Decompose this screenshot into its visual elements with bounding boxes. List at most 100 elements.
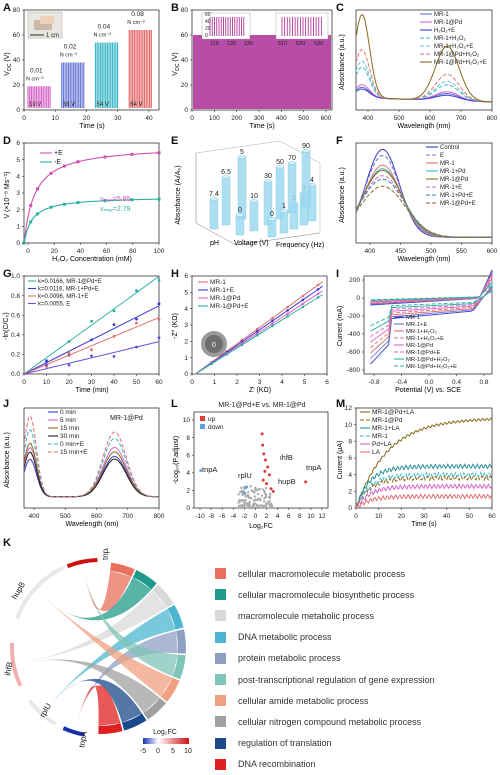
e-bar-label: 70 (288, 155, 296, 162)
h-point (271, 316, 274, 320)
k-term-arc (160, 677, 180, 702)
l-point-down (242, 490, 246, 494)
h-point (286, 315, 289, 318)
g-point (90, 348, 93, 352)
k-term-label: post-transcriptional regulation of gene … (238, 674, 435, 685)
d-ylabel: V (×10⁻⁸ Ms⁻¹) (4, 171, 11, 218)
b-xtick: 300 (254, 115, 265, 122)
f-series-7 (355, 185, 492, 238)
e-bar-label: 10 (250, 193, 258, 200)
l-point-up (267, 473, 271, 477)
e-axis-freq: Frequency (Hz) (276, 242, 324, 249)
panel-letter-c: C (336, 2, 344, 14)
l-xtick: -8 (208, 513, 214, 520)
i-xtick: -0.8 (368, 379, 380, 386)
l-gene-label: tnpA (306, 463, 321, 472)
e-bar (279, 210, 289, 234)
b-inset-xtick: 510 (278, 41, 287, 47)
vmax-minus-label: vₘₐₓ=2.79 (100, 206, 131, 213)
d-point-plus (36, 187, 39, 191)
i-legend-label: MR-1@Pd+H₂O₂+E (406, 364, 457, 370)
panel-letter-a: A (3, 2, 11, 14)
l-point-ns (268, 500, 271, 503)
d-xtick: 0 (26, 248, 30, 255)
h-point (286, 305, 289, 309)
l-point-ns (264, 487, 268, 490)
h-legend-label: MR-1 (210, 279, 226, 286)
e-bar-label: 50 (276, 159, 284, 166)
a-force-value: 0.08 (131, 11, 144, 18)
l-point-up (265, 482, 269, 486)
j-series-3 (23, 451, 160, 498)
h-inset-label: 0 (212, 342, 216, 349)
m-series-2 (355, 463, 493, 507)
k-term-row: cellular macromolecule biosynthetic proc… (215, 584, 495, 605)
i-legend-label: MR-1+H₂O₂ (406, 329, 437, 335)
i-ytick: -400 (347, 331, 360, 338)
l-ytick: 4 (186, 470, 190, 477)
c-series-6 (355, 13, 493, 103)
l-point-ns (269, 492, 272, 496)
g-xtick: 40 (110, 379, 118, 386)
l-point-ns (252, 499, 256, 502)
b-ytick: 80 (181, 7, 189, 14)
b-inset-ytick: 60 (205, 12, 211, 18)
g-legend-label: k=0.0055, E (38, 302, 70, 308)
k-term-arc (167, 604, 184, 630)
l-point-ns (245, 506, 248, 509)
a-xlabel: Time (s) (79, 123, 104, 130)
h-series-1 (196, 285, 323, 374)
k-term-label: cellular macromolecule biosynthetic proc… (238, 589, 415, 600)
b-inset-ytick: 20 (205, 26, 211, 32)
f-xtick: 400 (365, 248, 376, 255)
j-legend-label: 15 min (60, 425, 80, 432)
j-title: MR-1@Pd (110, 415, 143, 422)
h-ytick: 1 (184, 355, 188, 362)
h-ytick: 3 (184, 322, 188, 329)
h-xtick: 0 (190, 379, 194, 386)
d-ytick: 6 (16, 140, 20, 147)
j-xtick: 600 (91, 513, 102, 520)
f-legend-label: E (440, 153, 444, 159)
i-ylabel: Current (mA) (337, 306, 344, 346)
k-term-swatch (215, 568, 226, 580)
g-legend-label: k=0.0166, MR-1@Pd+E (38, 279, 102, 285)
m-ytick: 8 (348, 439, 352, 446)
k-term-row: macromolecule metabolic process (215, 605, 495, 626)
l-point-ns (263, 491, 266, 494)
h-point (271, 324, 274, 328)
m-xtick: 30 (420, 513, 428, 520)
panel-letter-d: D (3, 135, 11, 147)
k-gene-label: tnpA (101, 548, 110, 560)
d-point-minus (103, 199, 107, 203)
k-term-row: cellular nitrogen compound metabolic pro… (215, 711, 495, 732)
k-term-row: regulation of translation (215, 733, 495, 754)
m-xtick: 20 (398, 513, 406, 520)
g-xtick: 30 (88, 379, 96, 386)
g-fit-3 (23, 341, 160, 375)
i-legend-label: MR-1+E (406, 322, 428, 328)
e-bar (249, 200, 259, 232)
i-series-7 (370, 283, 493, 327)
g-fit-2 (23, 317, 160, 375)
k-term-swatch (215, 589, 226, 601)
l-point-ns (256, 506, 260, 509)
g-point (67, 351, 71, 355)
k-chord-ribbon (42, 577, 152, 621)
h-point (210, 362, 213, 366)
l-point-up (263, 469, 267, 473)
panel-d-chart: +E -E vₘₐₓ=5.85 vₘₐₓ=2.79 0 20 40 60 80 100 0 1 2… (4, 140, 165, 263)
h-series-0 (196, 281, 323, 374)
c-xtick: 400 (363, 115, 374, 122)
g-ytick: 0.2 (11, 352, 20, 359)
k-term-label: protein metabolic process (238, 653, 341, 664)
m-series-4 (355, 483, 493, 509)
a-xtick: 10 (52, 115, 60, 122)
k-gene-label: ihfB (3, 661, 14, 676)
l-legend-label: up (208, 416, 216, 423)
d-point-minus (76, 201, 80, 205)
c-series-4 (355, 60, 493, 103)
c-xlabel: Wavelength (nm) (397, 123, 450, 130)
h-ytick: 4 (184, 306, 188, 313)
